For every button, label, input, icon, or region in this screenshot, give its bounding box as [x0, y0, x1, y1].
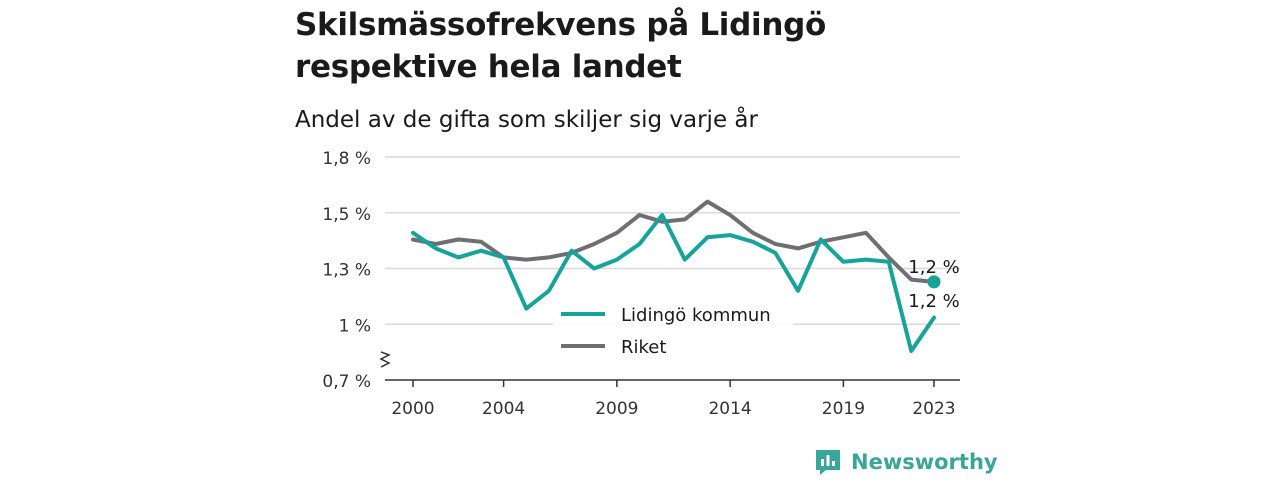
- grid-lines: [385, 156, 960, 325]
- end-point-marker: [927, 275, 941, 289]
- end-labels: 1,2 % 1,2 %: [908, 257, 959, 312]
- y-tick-label: 1,5 %: [322, 205, 371, 225]
- x-tick-label: 2009: [595, 399, 638, 419]
- legend-label: Lidingö kommun: [621, 305, 771, 326]
- brand-name: Newsworthy: [851, 450, 998, 474]
- y-tick-label: 1 %: [339, 316, 371, 336]
- newsworthy-logo-icon: [816, 450, 840, 475]
- legend-background: [553, 300, 793, 366]
- brand: Newsworthy: [814, 446, 998, 478]
- chart-title-line-2: respektive hela landet: [295, 49, 682, 85]
- chart-subtitle: Andel av de gifta som skiljer sig varje …: [295, 107, 758, 133]
- series-line-lidingo: [411, 213, 936, 353]
- chart-title-line-1: Skilsmässofrekvens på Lidingö: [295, 7, 826, 43]
- series-lines: [411, 199, 936, 353]
- x-tick-label: 2014: [708, 399, 751, 419]
- x-axis: 2000 2004 2009 2014 2019 2023: [379, 351, 960, 419]
- end-label-riket: 1,2 %: [908, 257, 959, 278]
- y-tick-label: 1,8 %: [322, 149, 371, 169]
- axis-break-icon: [379, 351, 391, 368]
- y-tick-label: 1,3 %: [322, 261, 371, 281]
- x-tick-label: 2000: [391, 399, 434, 419]
- x-tick-label: 2019: [822, 399, 865, 419]
- legend-label: Riket: [621, 337, 666, 358]
- series-line-riket: [411, 199, 936, 284]
- y-axis-ticks: 0,7 % 1 % 1,3 % 1,5 % 1,8 %: [322, 149, 371, 392]
- chart-title: Skilsmässofrekvens på Lidingö respektive…: [295, 4, 995, 88]
- x-tick-label: 2004: [482, 399, 525, 419]
- legend: Lidingö kommun Riket: [553, 300, 793, 366]
- y-tick-label: 0,7 %: [322, 372, 371, 392]
- end-label-lidingo: 1,2 %: [908, 291, 959, 312]
- x-tick-label: 2023: [912, 399, 955, 419]
